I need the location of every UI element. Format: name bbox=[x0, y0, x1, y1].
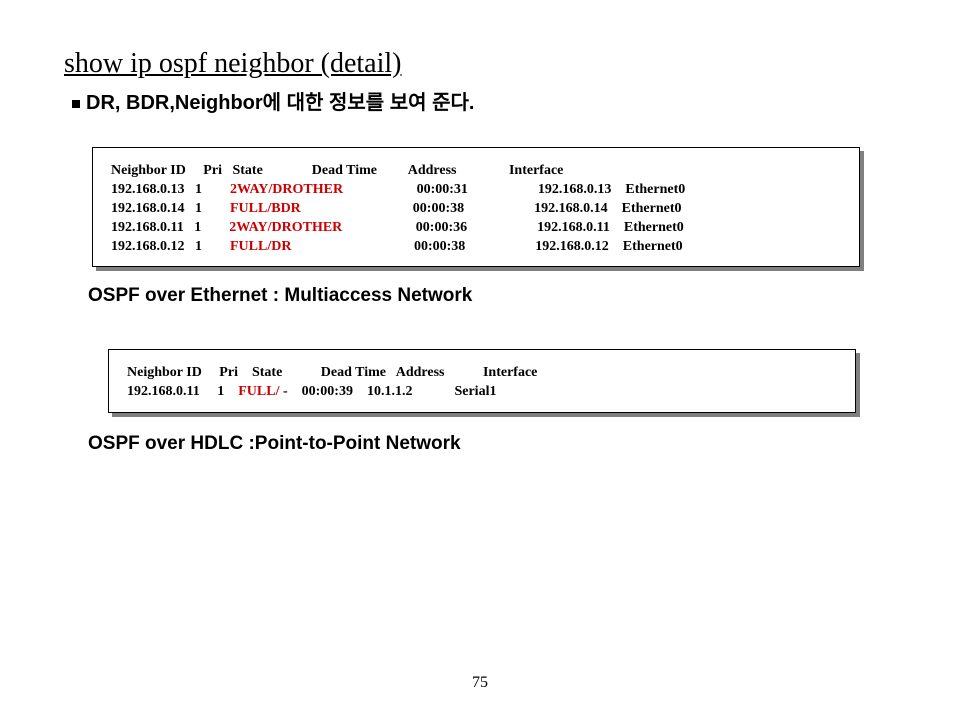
panel-ethernet: Neighbor ID Pri State Dead Time Address … bbox=[92, 147, 860, 267]
table-header: Neighbor ID Pri State Dead Time Address … bbox=[111, 163, 563, 178]
slide: show ip ospf neighbor (detail) DR, BDR,N… bbox=[0, 0, 960, 720]
state-highlight: 2WAY/DROTHER bbox=[229, 220, 342, 235]
subtitle: DR, BDR,Neighbor에 대한 정보를 보여 준다. bbox=[72, 86, 896, 115]
table-row: 192.168.0.12 1 FULL/DR 00:00:38 192.168.… bbox=[111, 239, 683, 254]
panel-content: Neighbor ID Pri State Dead Time Address … bbox=[92, 147, 860, 267]
table-row: 192.168.0.13 1 2WAY/DROTHER 00:00:31 192… bbox=[111, 182, 685, 197]
state-highlight: 2WAY/DROTHER bbox=[230, 182, 343, 197]
caption-hdlc: OSPF over HDLC :Point-to-Point Network bbox=[88, 433, 896, 455]
page-number: 75 bbox=[0, 674, 960, 692]
panel-hdlc: Neighbor ID Pri State Dead Time Address … bbox=[108, 349, 856, 413]
subtitle-text: DR, BDR,Neighbor에 대한 정보를 보여 준다. bbox=[86, 92, 474, 114]
caption-ethernet: OSPF over Ethernet : Multiaccess Network bbox=[88, 285, 896, 307]
table-row: 192.168.0.14 1 FULL/BDR 00:00:38 192.168… bbox=[111, 201, 682, 216]
page-title: show ip ospf neighbor (detail) bbox=[64, 48, 896, 80]
state-highlight: FULL/BDR bbox=[230, 201, 301, 216]
state-highlight: FULL/DR bbox=[230, 239, 291, 254]
table-header: Neighbor ID Pri State Dead Time Address … bbox=[127, 365, 537, 380]
table-row: 192.168.0.11 1 2WAY/DROTHER 00:00:36 192… bbox=[111, 220, 684, 235]
panel-content: Neighbor ID Pri State Dead Time Address … bbox=[108, 349, 856, 413]
bullet-icon bbox=[72, 100, 80, 108]
state-highlight: FULL/ bbox=[238, 384, 279, 399]
table-row: 192.168.0.11 1 FULL/ - 00:00:39 10.1.1.2… bbox=[127, 384, 496, 399]
